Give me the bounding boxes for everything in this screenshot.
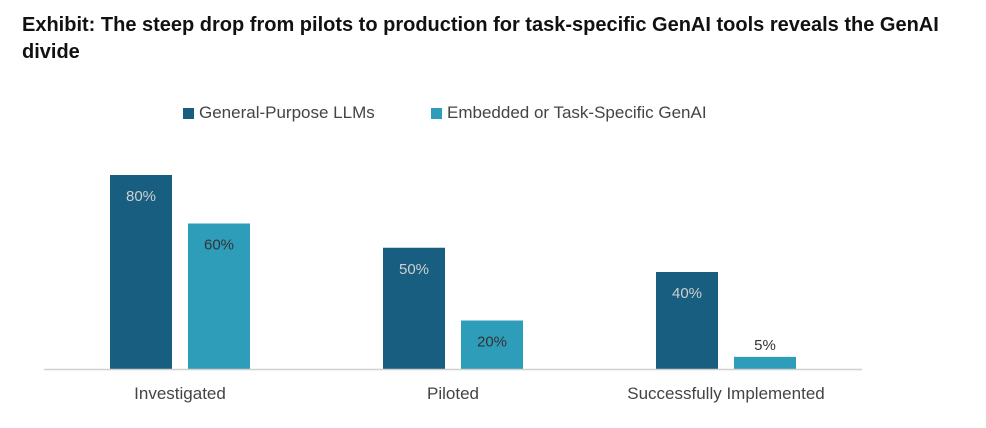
bar-1-2 (734, 356, 796, 369)
data-label: 50% (399, 261, 429, 278)
legend-swatch (183, 107, 194, 119)
data-label: 80% (126, 188, 156, 205)
bar-0-0 (110, 175, 172, 369)
data-label: 40% (672, 285, 702, 302)
data-label: 60% (204, 237, 234, 254)
legend-swatch (431, 107, 442, 119)
legend-label: Embedded or Task-Specific GenAI (447, 103, 707, 122)
bar-0-2 (656, 272, 718, 369)
bar-1-0 (188, 223, 250, 369)
legend-label: General-Purpose LLMs (199, 103, 375, 122)
x-tick-label: Successfully Implemented (627, 384, 824, 403)
data-label: 5% (754, 337, 776, 354)
data-label: 20% (477, 334, 507, 351)
chart-title: Exhibit: The steep drop from pilots to p… (22, 14, 939, 63)
x-tick-label: Piloted (427, 384, 479, 403)
bar-0-1 (383, 247, 445, 369)
x-tick-label: Investigated (134, 384, 226, 403)
legend-item-general: General-Purpose LLMs (183, 103, 375, 123)
bar-1-1 (461, 320, 523, 369)
legend-item-embedded: Embedded or Task-Specific GenAI (431, 103, 707, 123)
